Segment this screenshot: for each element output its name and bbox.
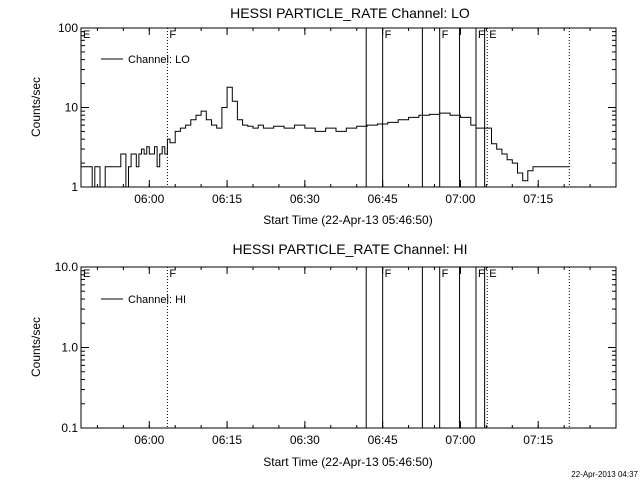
chart-lo-event-marker-label: F (442, 29, 449, 41)
chart-lo-x-tick-label: 06:00 (134, 192, 164, 206)
chart-hi-x-tick-label: 07:00 (445, 433, 475, 447)
chart-lo-series-line (81, 86, 570, 188)
chart-hi-y-tick-label: 1.0 (61, 341, 78, 355)
chart-lo-y-ticks: 1 10 100 (58, 21, 616, 194)
chart-hi-legend-label: Channel: HI (128, 294, 186, 306)
chart-hi-event-marker-label: E (489, 268, 496, 280)
chart-hi-panel: HESSI PARTICLE_RATE Channel: HI Counts/s… (29, 241, 617, 469)
chart-lo-ylabel: Counts/sec (29, 77, 43, 137)
chart-lo-x-tick-label: 07:15 (523, 192, 553, 206)
chart-hi-event-marker-label: F (442, 268, 449, 280)
chart-lo-y-tick-label: 100 (58, 21, 78, 35)
chart-lo-x-tick-label: 06:15 (212, 192, 242, 206)
chart-hi-title: HESSI PARTICLE_RATE Channel: HI (233, 241, 468, 257)
chart-hi-legend: Channel: HI (101, 294, 186, 306)
chart-lo-xlabel: Start Time (22-Apr-13 05:46:50) (263, 213, 432, 227)
chart-lo-event-marker-label: F (385, 29, 392, 41)
chart-hi-x-tick-label: 06:45 (368, 433, 398, 447)
chart-lo-x-ticks: 06:00 06:15 06:30 06:45 07:00 07:15 (96, 28, 617, 206)
chart-lo-y-tick-label: 10 (65, 101, 79, 115)
chart-lo-x-tick-label: 06:30 (290, 192, 320, 206)
chart-hi-x-tick-label: 06:00 (134, 433, 164, 447)
chart-hi-y-tick-label: 0.1 (61, 421, 78, 435)
chart-hi-plot-frame (80, 266, 617, 429)
chart-hi-y-tick-label: 10.0 (55, 260, 79, 274)
chart-lo-legend: Channel: LO (101, 54, 190, 66)
chart-lo-title: HESSI PARTICLE_RATE Channel: LO (230, 5, 470, 21)
chart-lo-plot-frame (80, 27, 617, 188)
chart-hi-x-ticks: 06:00 06:15 06:30 06:45 07:00 07:15 (96, 267, 617, 447)
chart-hi-ylabel: Counts/sec (29, 317, 43, 377)
chart-hi-x-tick-label: 06:15 (212, 433, 242, 447)
chart-hi-x-tick-label: 07:15 (523, 433, 553, 447)
chart-hi-xlabel: Start Time (22-Apr-13 05:46:50) (263, 455, 432, 469)
chart-lo-x-tick-label: 07:00 (445, 192, 475, 206)
chart-lo-event-marker-label: E (83, 29, 90, 41)
chart-lo-x-tick-label: 06:45 (368, 192, 398, 206)
chart-lo-panel: HESSI PARTICLE_RATE Channel: LO Counts/s… (29, 5, 617, 227)
chart-lo-event-marker-label: F (478, 29, 485, 41)
chart-lo-legend-label: Channel: LO (128, 54, 190, 66)
chart-hi-event-marker-label: F (478, 268, 485, 280)
chart-lo-series (81, 86, 570, 188)
chart-lo-y-tick-label: 1 (71, 180, 78, 194)
chart-lo-event-marker-label: F (169, 29, 176, 41)
chart-hi-event-marker-label: F (385, 268, 392, 280)
footer-timestamp: 22-Apr-2013 04:37 (571, 470, 638, 479)
chart-hi-y-ticks: 0.1 1.0 10.0 (55, 260, 616, 435)
chart-lo-event-marker-label: E (489, 29, 496, 41)
chart-hi-x-tick-label: 06:30 (290, 433, 320, 447)
chart-hi-event-marker-label: F (169, 268, 176, 280)
chart-hi-event-marker-label: E (83, 268, 90, 280)
